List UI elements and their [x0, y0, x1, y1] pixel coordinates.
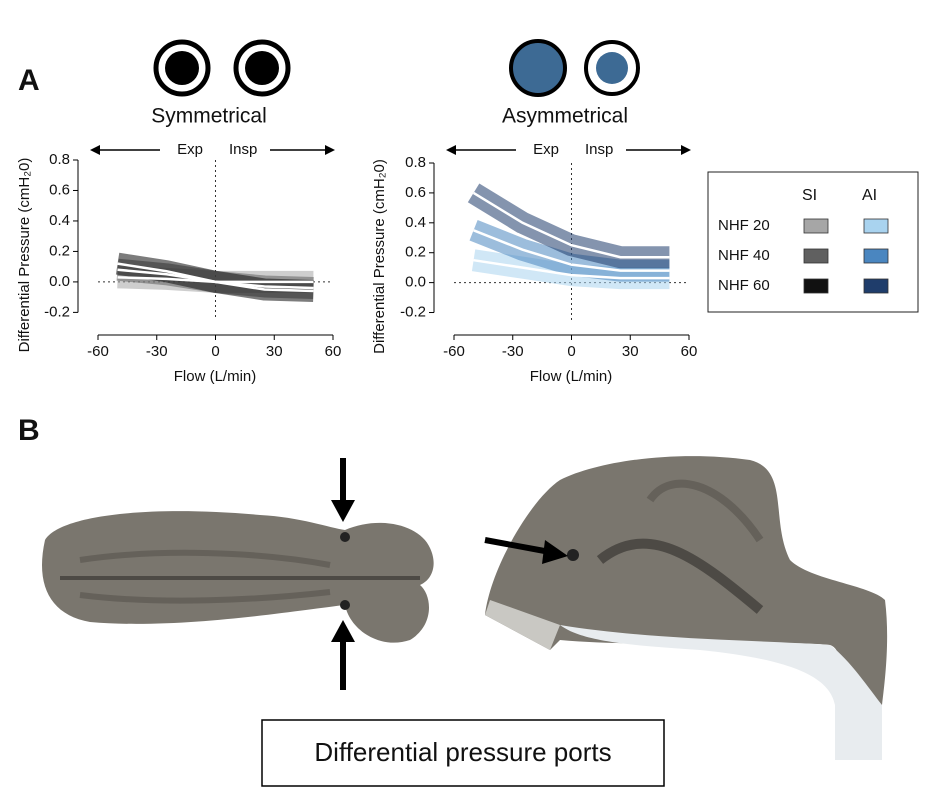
legend-header: AI — [862, 187, 877, 204]
caption: Differential pressure ports — [314, 737, 611, 767]
panel-label: A — [18, 64, 40, 97]
chart-title: Asymmetrical — [502, 105, 628, 128]
y-axis-label: Differential Pressure (cmH₂0) — [371, 159, 388, 354]
icons — [153, 39, 640, 97]
legend-label: NHF 60 — [718, 277, 770, 294]
legend-swatch — [863, 278, 889, 294]
fit-line — [472, 191, 670, 259]
fit-line — [473, 229, 670, 272]
y-tick-label: 0.8 — [49, 151, 70, 168]
annotation: Insp — [585, 141, 613, 158]
x-tick-label: 30 — [622, 343, 639, 360]
y-tick-label: 0.2 — [49, 242, 70, 259]
y-tick-label: 0.8 — [405, 154, 426, 171]
panel-label: B — [18, 414, 40, 447]
x-axis-label: Flow (L/min) — [530, 368, 613, 385]
legend-label: NHF 20 — [718, 217, 770, 234]
x-tick-label: 0 — [567, 343, 575, 360]
annotation: Exp — [533, 141, 559, 158]
model-renders — [42, 456, 888, 760]
legend-swatch — [803, 218, 829, 234]
x-tick-label: 60 — [325, 343, 342, 360]
legend-swatch — [863, 248, 889, 264]
arrow-head — [90, 145, 100, 155]
legend-swatch — [863, 218, 889, 234]
fit-line — [117, 262, 314, 293]
x-tick-label: -30 — [502, 343, 524, 360]
x-tick-label: 0 — [211, 343, 219, 360]
y-tick-label: -0.2 — [400, 303, 426, 320]
y-axis-label: Differential Pressure (cmH₂0) — [16, 158, 33, 353]
y-tick-label: 0.4 — [405, 214, 426, 231]
legend-swatch — [803, 248, 829, 264]
annotation: Exp — [177, 141, 203, 158]
x-tick-label: 30 — [266, 343, 283, 360]
legend-header: SI — [802, 187, 817, 204]
y-tick-label: -0.2 — [44, 303, 70, 320]
y-tick-label: 0.0 — [405, 274, 426, 291]
legend-swatch — [803, 278, 829, 294]
arrow-head — [681, 145, 691, 155]
chart-title: Symmetrical — [151, 105, 267, 128]
caption-box — [261, 719, 665, 787]
x-axis-label: Flow (L/min) — [174, 368, 257, 385]
y-tick-label: 0.6 — [405, 184, 426, 201]
x-tick-label: -60 — [443, 343, 465, 360]
x-tick-label: 60 — [681, 343, 698, 360]
annotation: Insp — [229, 141, 257, 158]
legend-label: NHF 40 — [718, 247, 770, 264]
y-tick-label: 0.4 — [49, 212, 70, 229]
x-tick-label: -30 — [146, 343, 168, 360]
x-tick-label: -60 — [87, 343, 109, 360]
y-tick-label: 0.0 — [49, 273, 70, 290]
y-tick-label: 0.2 — [405, 244, 426, 261]
fit-line — [473, 258, 670, 280]
arrow-head — [325, 145, 335, 155]
y-tick-label: 0.6 — [49, 181, 70, 198]
arrow-head — [446, 145, 456, 155]
